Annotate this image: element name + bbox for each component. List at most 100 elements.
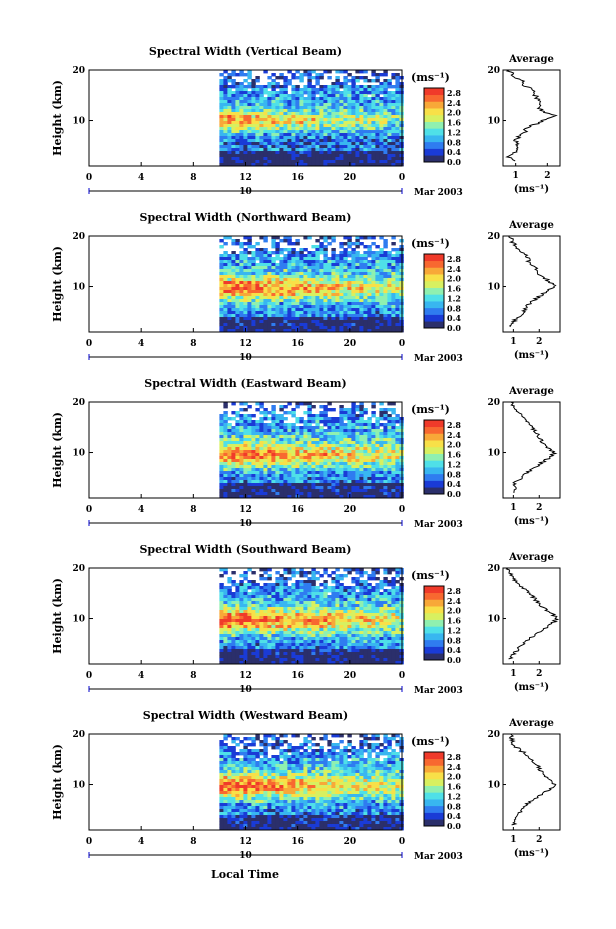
- heatmap-cell: [323, 248, 328, 252]
- heatmap-cell: [239, 284, 244, 288]
- heatmap-cell: [307, 139, 312, 143]
- heatmap-cell: [383, 414, 388, 418]
- heatmap-cell: [331, 157, 336, 161]
- heatmap-cell: [331, 154, 336, 158]
- heatmap-cell: [239, 637, 244, 641]
- heatmap-cell: [263, 643, 268, 647]
- heatmap-cell: [279, 160, 284, 164]
- heatmap-cell: [319, 145, 324, 149]
- heatmap-cell: [363, 314, 368, 318]
- heatmap-cell: [243, 643, 248, 647]
- heatmap-cell: [323, 417, 328, 421]
- heatmap-cell: [263, 163, 268, 167]
- heatmap-cell: [267, 257, 272, 261]
- heatmap-cell: [339, 154, 344, 158]
- heatmap-cell: [343, 468, 348, 472]
- heatmap-cell: [239, 97, 244, 101]
- heatmap-cell: [379, 438, 384, 442]
- heatmap-cell: [391, 450, 396, 454]
- heatmap-cell: [267, 133, 272, 137]
- heatmap-cell: [327, 296, 332, 300]
- heatmap-cell: [375, 426, 380, 430]
- heatmap-cell: [331, 299, 336, 303]
- heatmap-cell: [247, 495, 252, 499]
- heatmap-cell: [295, 121, 300, 125]
- heatmap-cell: [339, 251, 344, 255]
- heatmap-cell: [359, 290, 364, 294]
- heatmap-cell: [387, 148, 392, 152]
- heatmap-cell: [339, 495, 344, 499]
- heatmap-cell: [223, 423, 228, 427]
- heatmap-cell: [247, 242, 252, 246]
- heatmap-cell: [355, 157, 360, 161]
- heatmap-cell: [299, 402, 304, 406]
- heatmap-cell: [311, 287, 316, 291]
- heatmap-cell: [283, 275, 288, 279]
- heatmap-cell: [263, 160, 268, 164]
- heatmap-cell: [303, 613, 308, 617]
- heatmap-cell: [307, 254, 312, 258]
- heatmap-cell: [247, 592, 252, 596]
- heatmap-cell: [299, 293, 304, 297]
- heatmap-cell: [315, 586, 320, 590]
- heatmap-cell: [319, 109, 324, 113]
- heatmap-cell: [283, 607, 288, 611]
- heatmap-cell: [339, 94, 344, 98]
- heatmap-cell: [263, 284, 268, 288]
- heatmap-cell: [383, 112, 388, 116]
- heatmap-cell: [227, 112, 232, 116]
- heatmap-cell: [223, 420, 228, 424]
- heatmap-cell: [319, 293, 324, 297]
- heatmap-cell: [247, 622, 252, 626]
- heatmap-cell: [375, 142, 380, 146]
- heatmap-cell: [319, 456, 324, 460]
- heatmap-cell: [303, 640, 308, 644]
- heatmap-cell: [231, 486, 236, 490]
- heatmap-cell: [287, 432, 292, 436]
- heatmap-cell: [371, 254, 376, 258]
- heatmap-cell: [383, 100, 388, 104]
- heatmap-cell: [295, 296, 300, 300]
- heatmap-cell: [379, 453, 384, 457]
- heatmap-cell: [331, 266, 336, 270]
- heatmap-cell: [287, 435, 292, 439]
- heatmap-cell: [335, 100, 340, 104]
- heatmap-cell: [343, 290, 348, 294]
- heatmap-cell: [263, 652, 268, 656]
- heatmap-cell: [267, 305, 272, 309]
- heatmap-cell: [219, 121, 224, 125]
- heatmap-cell: [283, 296, 288, 300]
- heatmap-cell: [375, 302, 380, 306]
- heatmap-cell: [259, 598, 264, 602]
- heatmap-cell: [255, 308, 260, 312]
- heatmap-cell: [251, 586, 256, 590]
- heatmap-cell: [283, 121, 288, 125]
- heatmap-cell: [231, 468, 236, 472]
- heatmap-cell: [323, 118, 328, 122]
- heatmap-cell: [259, 136, 264, 140]
- heatmap-cell: [239, 441, 244, 445]
- heatmap-cell: [383, 432, 388, 436]
- heatmap-cell: [395, 462, 400, 466]
- heatmap-cell: [299, 435, 304, 439]
- heatmap-cell: [271, 236, 276, 240]
- heatmap-cell: [383, 242, 388, 246]
- heatmap-cell: [279, 408, 284, 412]
- heatmap-cell: [311, 649, 316, 653]
- heatmap-cell: [299, 278, 304, 282]
- heatmap-cell: [319, 471, 324, 475]
- heatmap-cell: [395, 112, 400, 116]
- heatmap-cell: [259, 643, 264, 647]
- heatmap-cell: [383, 245, 388, 249]
- heatmap-cell: [267, 610, 272, 614]
- heatmap-cell: [283, 426, 288, 430]
- heatmap-cell: [279, 269, 284, 273]
- heatmap-cell: [235, 456, 240, 460]
- heatmap-cell: [259, 160, 264, 164]
- heatmap-cell: [327, 257, 332, 261]
- heatmap-cell: [271, 658, 276, 662]
- heatmap-cell: [291, 326, 296, 330]
- heatmap-cell: [327, 625, 332, 629]
- heatmap-cell: [375, 106, 380, 110]
- heatmap-cell: [371, 447, 376, 451]
